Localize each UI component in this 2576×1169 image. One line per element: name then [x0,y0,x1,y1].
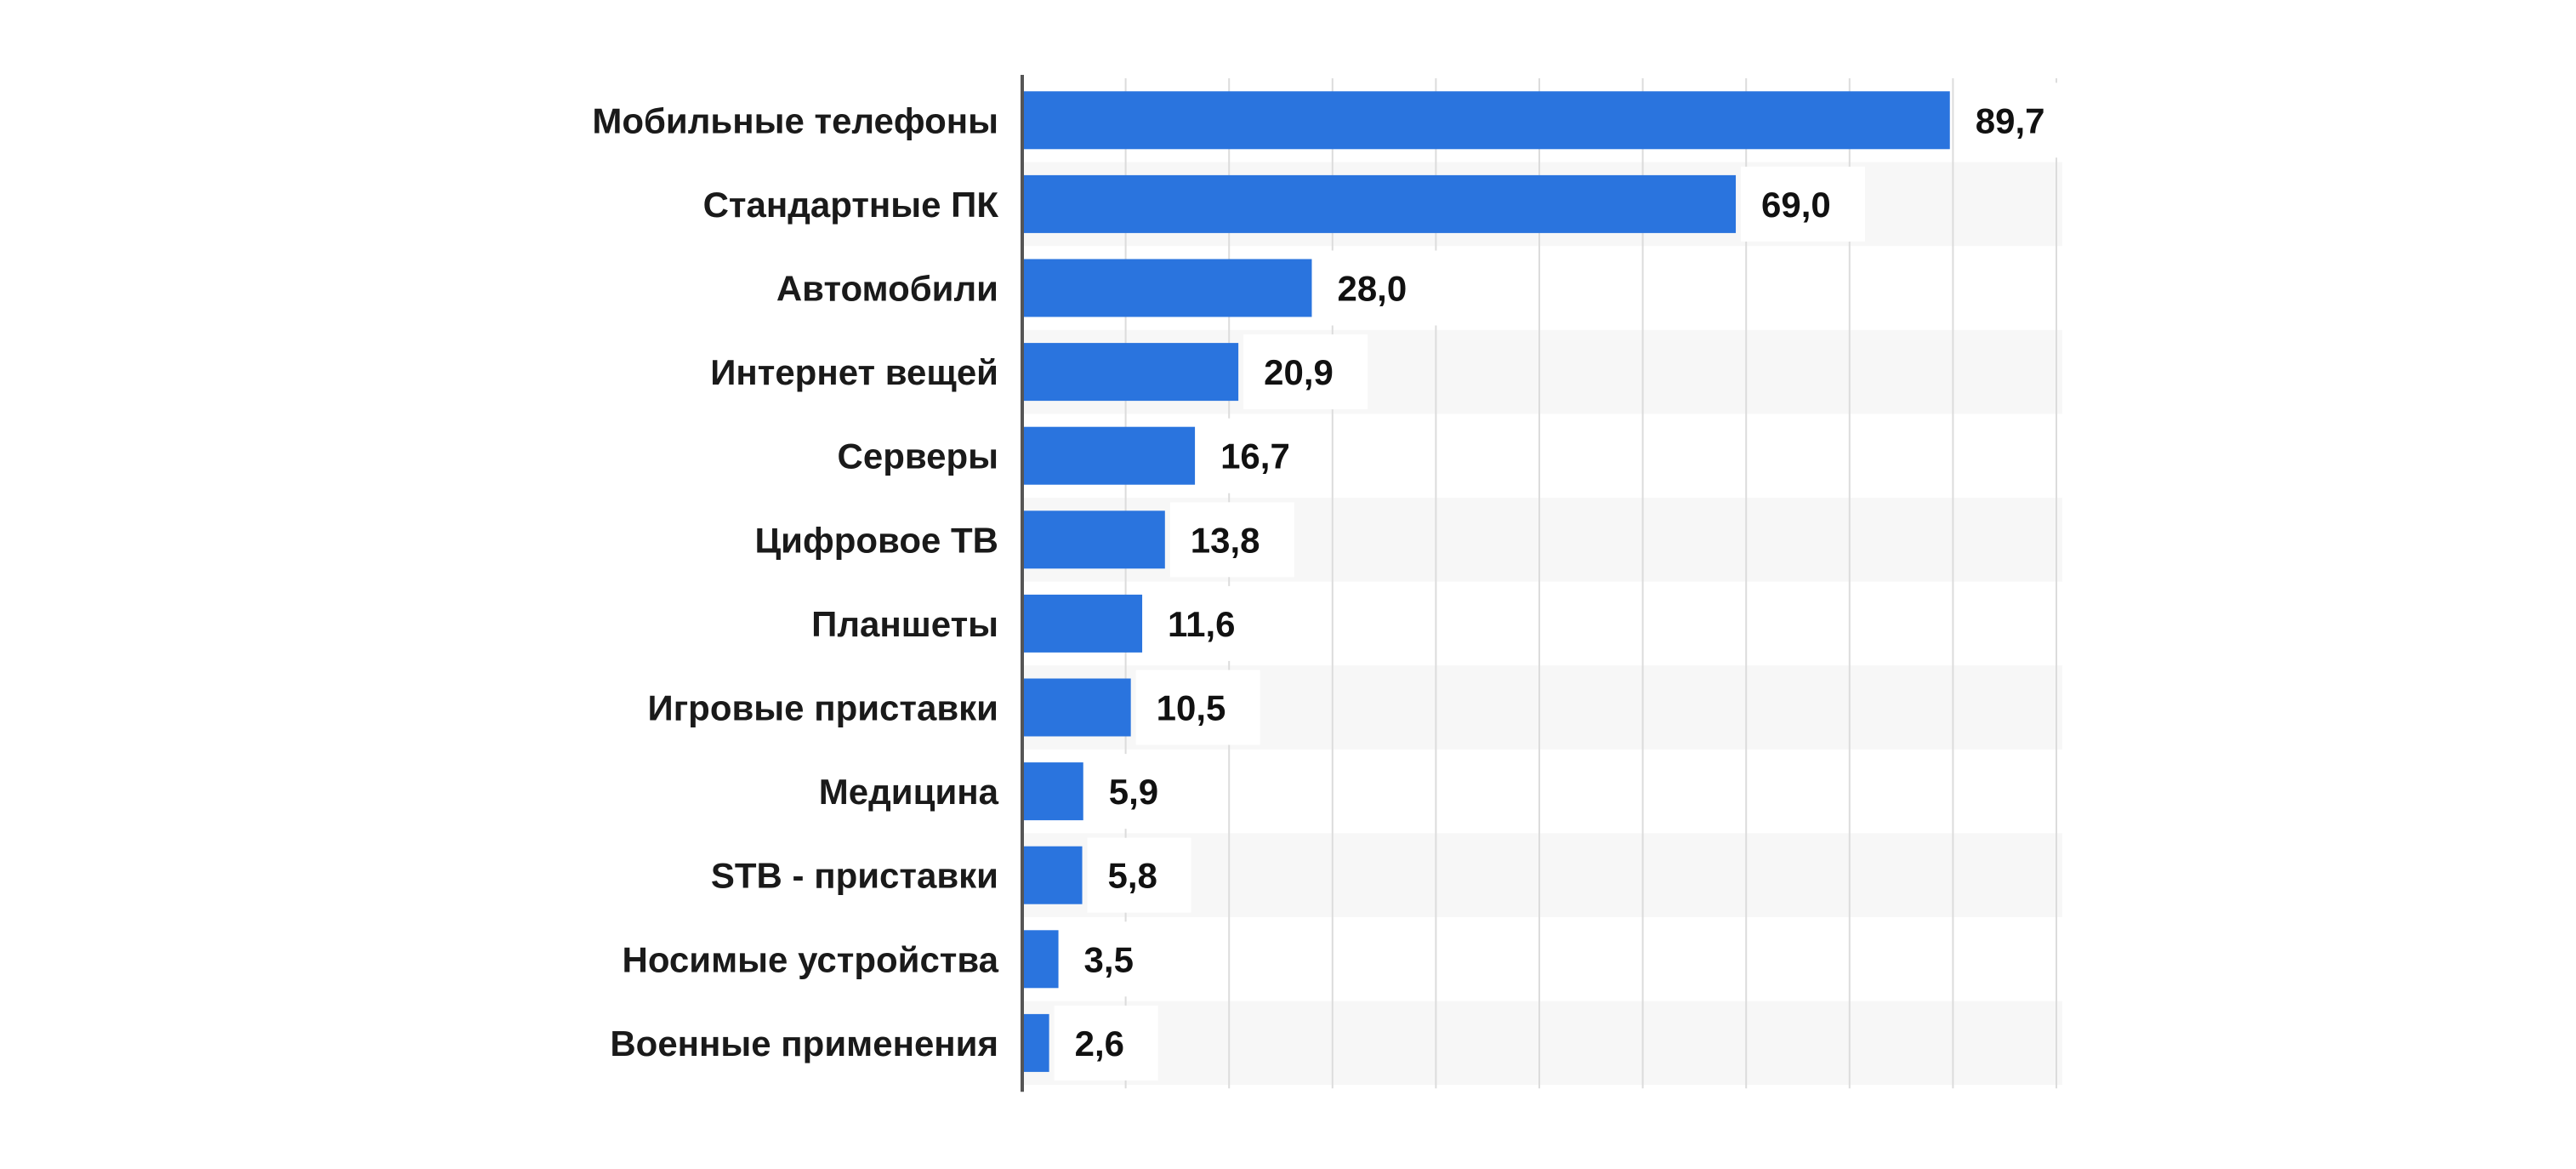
category-label: Носимые устройства [623,939,999,979]
value-label-bg [1135,670,1260,745]
bar [1022,510,1165,569]
category-label: Интернет вещей [710,352,998,392]
bar [1022,426,1196,485]
row-band [1022,1001,2062,1086]
value-label-bg [1741,166,1866,242]
bar [1022,174,1737,233]
value-label: 2,6 [1075,1024,1124,1064]
value-label: 5,8 [1108,856,1157,896]
value-label-bg [1243,334,1368,410]
value-label-bg [1087,837,1191,913]
value-label: 10,5 [1157,688,1226,728]
value-label-bg [1147,585,1272,661]
bar [1022,91,1950,150]
category-label: Серверы [838,436,999,476]
value-label-bg [1954,83,2079,158]
category-label: Стандартные ПК [703,185,999,225]
bar [1022,343,1239,402]
bar [1022,1013,1049,1072]
category-label: Мобильные телефоны [592,100,998,140]
value-label: 69,0 [1761,185,1831,225]
value-label: 13,8 [1191,520,1260,560]
category-label: Цифровое ТВ [755,520,999,560]
value-label-bg [1200,418,1325,493]
category-label: STB - приставки [711,856,998,896]
value-label: 16,7 [1220,436,1290,476]
category-label: Планшеты [811,604,998,644]
category-label: Игровые приставки [648,688,999,728]
value-label-bg [1054,1005,1158,1081]
bar [1022,762,1083,821]
value-label-bg [1316,250,1442,326]
value-label: 28,0 [1337,269,1407,309]
value-label: 3,5 [1084,939,1134,979]
bar [1022,678,1131,737]
value-label-bg [1169,502,1294,578]
category-label: Военные применения [610,1024,998,1064]
category-label: Автомобили [776,269,998,309]
bar [1022,846,1083,904]
bar [1022,594,1143,653]
bar [1022,930,1059,989]
value-label: 11,6 [1168,604,1235,644]
row-band [1022,833,2062,917]
category-label: Медицина [819,772,999,812]
bar [1022,259,1312,317]
value-label-bg [1063,921,1168,997]
value-label-bg [1088,754,1192,830]
value-label: 20,9 [1264,352,1333,392]
value-label: 89,7 [1976,100,2045,140]
value-label: 5,9 [1109,772,1158,812]
